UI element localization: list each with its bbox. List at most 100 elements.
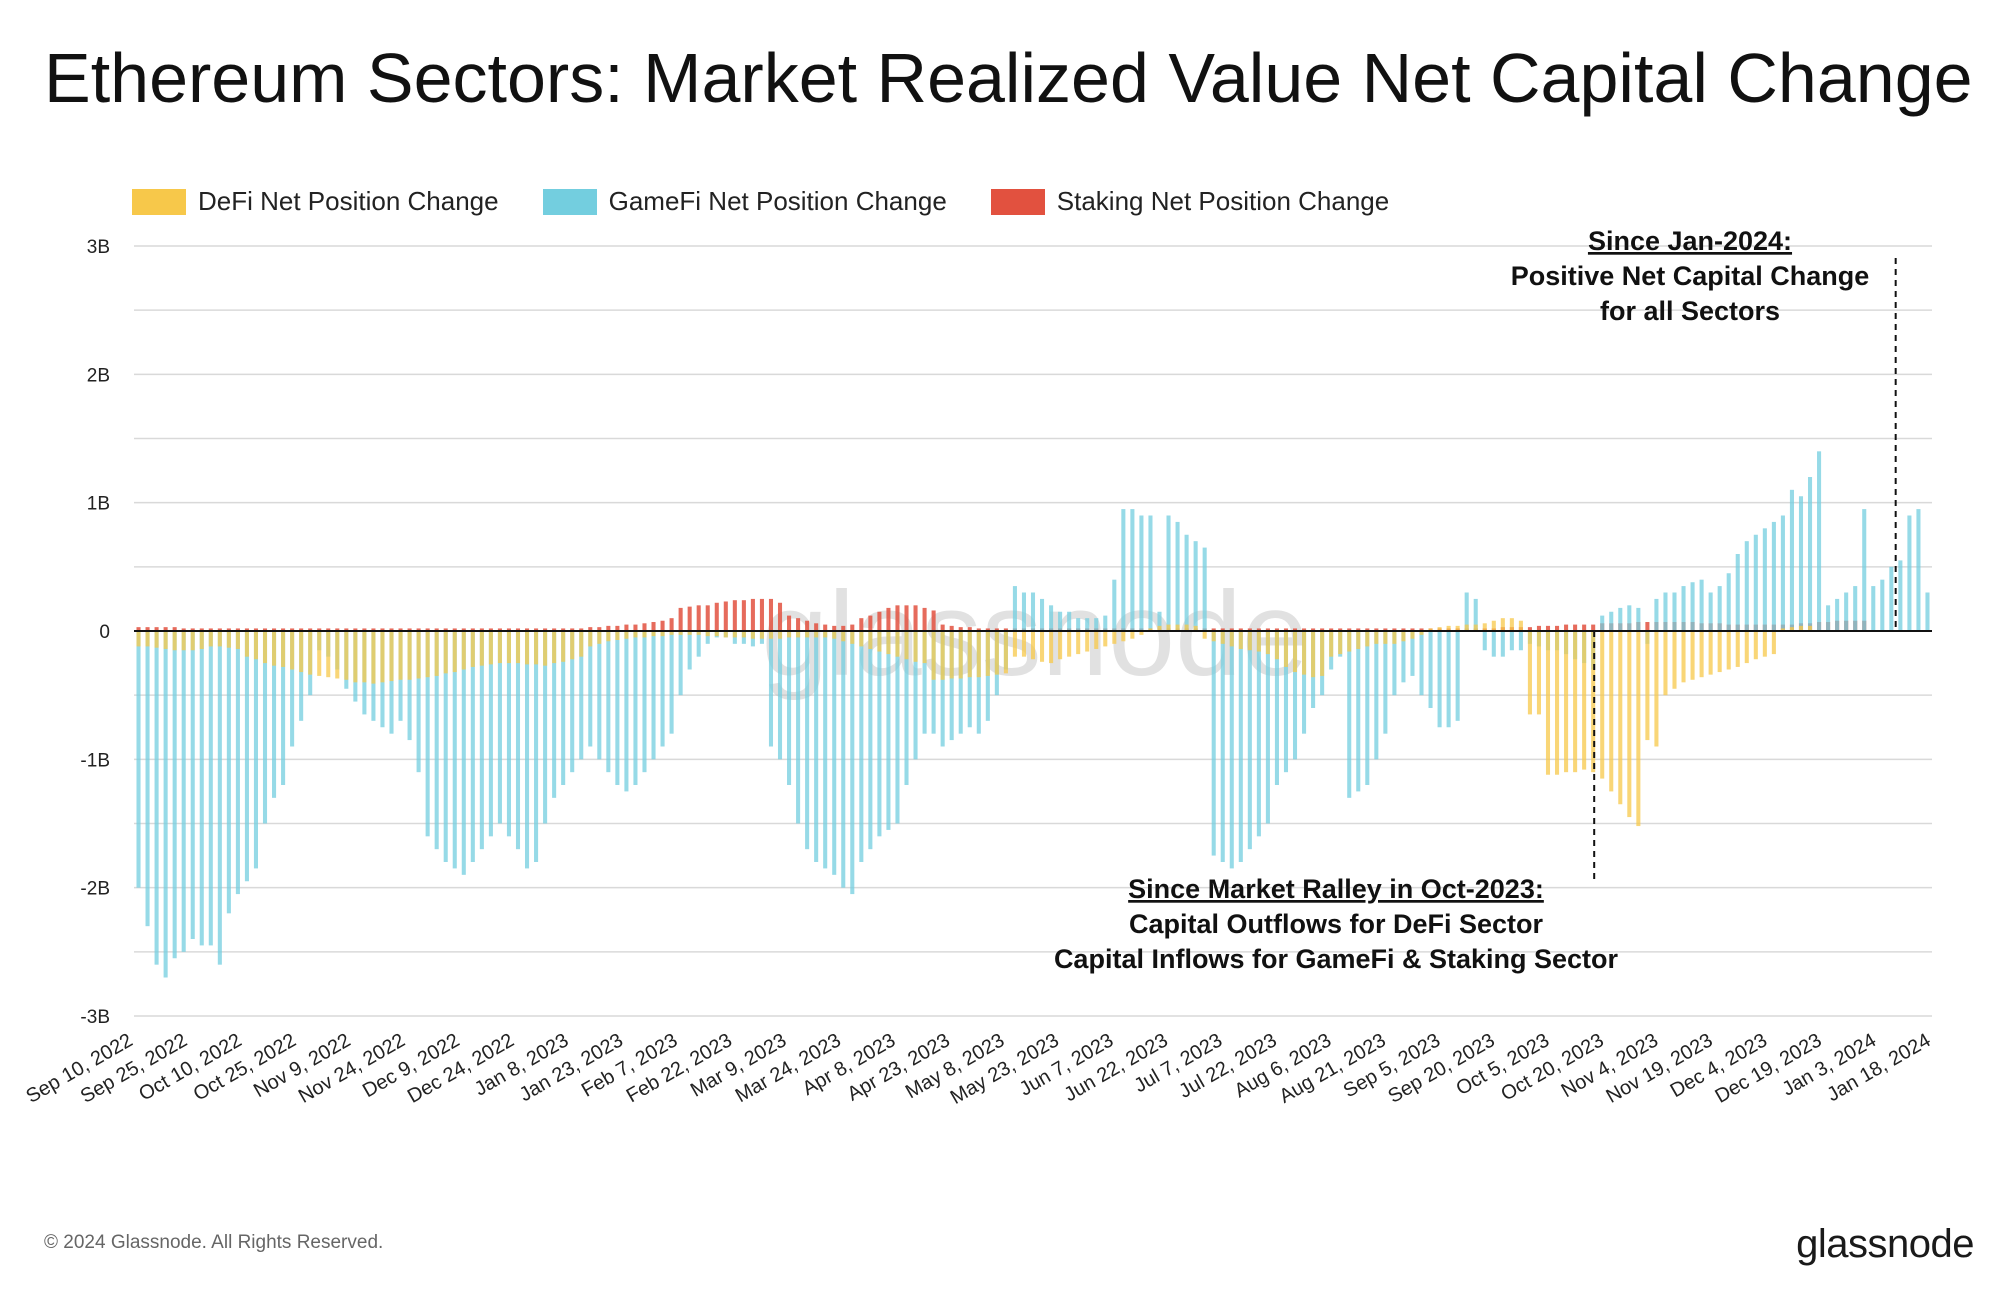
defi-bar (1518, 620, 1523, 631)
gamefi-bar (452, 631, 457, 869)
defi-bar (281, 631, 286, 667)
gamefi-bar (534, 631, 539, 862)
gamefi-bar (1500, 631, 1505, 657)
defi-bar (1789, 627, 1794, 631)
staking-bar (389, 628, 394, 631)
gamefi-bar (1464, 592, 1469, 631)
defi-bar (235, 631, 240, 649)
defi-bar (1771, 631, 1776, 655)
gamefi-bar (606, 631, 611, 773)
defi-bar (1356, 631, 1361, 649)
defi-bar (308, 631, 313, 675)
staking-bar (272, 628, 277, 631)
defi-bar (371, 631, 376, 684)
gamefi-bar (904, 631, 909, 785)
gamefi-bar (470, 631, 475, 862)
defi-bar (904, 631, 909, 660)
gamefi-bar (407, 631, 412, 741)
staking-bar (958, 627, 963, 631)
gamefi-bar (949, 631, 954, 741)
gamefi-bar (1410, 631, 1415, 676)
defi-bar (1139, 631, 1144, 635)
gamefi-bar (976, 631, 981, 734)
defi-bar (841, 631, 846, 642)
staking-bar (714, 602, 719, 631)
defi-bar (1527, 631, 1532, 715)
defi-bar (931, 631, 936, 680)
legend-item-staking[interactable]: Staking Net Position Change (990, 186, 1389, 217)
bars (136, 451, 1930, 978)
staking-bar (624, 624, 629, 631)
annotation-oct-2023-line-2: Capital Outflows for DeFi Sector (1129, 909, 1544, 939)
defi-bar (1320, 631, 1325, 676)
gamefi-bar (1130, 509, 1135, 631)
gamefi-bar (1609, 611, 1614, 631)
defi-bar (1003, 631, 1008, 674)
gamefi-bar (1699, 579, 1704, 631)
gamefi-bar (1807, 477, 1813, 631)
defi-bar (823, 631, 828, 638)
gamefi-bar (687, 631, 692, 670)
defi-bar (1229, 631, 1234, 647)
legend-item-defi[interactable]: DeFi Net Position Change (132, 186, 499, 217)
gamefi-bar (913, 631, 918, 760)
glassnode-logo[interactable]: glassnode (1796, 1222, 1974, 1266)
gamefi-bar (1067, 611, 1072, 631)
defi-bar (1591, 631, 1596, 773)
defi-bar (1166, 624, 1171, 631)
defi-bar (759, 631, 764, 639)
defi-bar (1292, 631, 1298, 673)
gamefi-bar (1663, 592, 1668, 631)
defi-bar (597, 631, 602, 644)
staking-bar (1536, 625, 1542, 631)
defi-bar (407, 631, 412, 680)
gamefi-bar (1094, 618, 1099, 631)
staking-bar (154, 627, 159, 631)
gamefi-bar (886, 631, 891, 830)
staking-bar (226, 628, 231, 631)
defi-bar (452, 631, 457, 673)
gamefi-bar (199, 631, 204, 946)
staking-bar (534, 628, 539, 631)
defi-bar (1618, 631, 1623, 805)
legend-item-gamefi[interactable]: GameFi Net Position Change (542, 186, 947, 217)
defi-bar (1067, 631, 1072, 657)
defi-bar (1094, 631, 1099, 649)
defi-bar (317, 631, 322, 676)
defi-bar (272, 631, 277, 666)
staking-bar (759, 598, 764, 631)
defi-bar (1726, 631, 1731, 670)
defi-bar (678, 631, 683, 635)
defi-bar (1455, 625, 1460, 631)
staking-bar (705, 605, 710, 631)
staking-bar (262, 628, 268, 631)
defi-bar (1753, 631, 1758, 660)
defi-bar (732, 631, 737, 638)
gamefi-bar (1826, 605, 1831, 631)
gamefi-bar (922, 631, 927, 734)
defi-bar (262, 631, 268, 664)
gamefi-bar (1509, 631, 1514, 651)
grid-lines (134, 245, 1932, 1017)
gamefi-bar (1274, 631, 1279, 785)
defi-bar (543, 631, 548, 666)
gamefi-bar (1762, 528, 1767, 631)
gamefi-bar (1374, 631, 1379, 760)
annotation-jan-2024-heading: Since Jan-2024: (1588, 226, 1792, 256)
defi-bar (1058, 631, 1063, 660)
defi-bar (768, 631, 774, 639)
defi-bar (958, 631, 963, 679)
defi-bar (1636, 631, 1641, 827)
gamefi-bar (1518, 631, 1523, 651)
staking-bar (1274, 628, 1279, 631)
staking-bar (1338, 628, 1343, 631)
staking-bar (1419, 628, 1424, 631)
gamefi-bar (877, 631, 882, 837)
defi-bar (967, 631, 972, 678)
staking-bar (335, 628, 340, 631)
gamefi-bar (1148, 515, 1153, 631)
gamefi-bar (1862, 509, 1867, 631)
staking-bar (253, 628, 259, 631)
defi-bar (1076, 631, 1081, 655)
staking-bar (1347, 628, 1352, 631)
